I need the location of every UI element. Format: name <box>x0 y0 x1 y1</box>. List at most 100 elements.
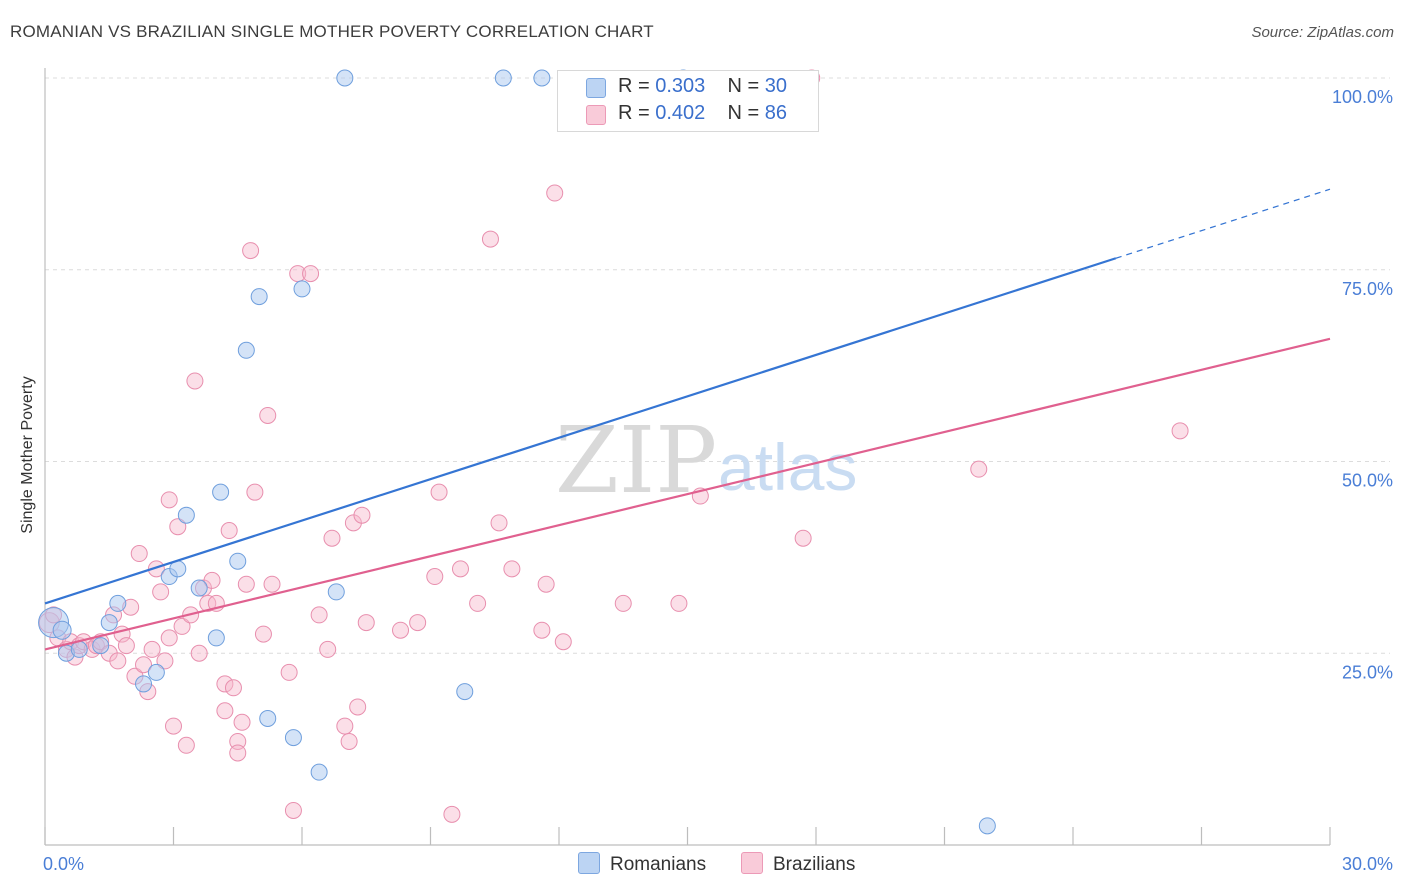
romanians-point <box>229 552 247 570</box>
romanians-point <box>207 629 225 647</box>
brazilians-point <box>143 640 161 658</box>
legend-item-romanians[interactable]: Romanians <box>578 852 706 876</box>
romanians-point <box>293 280 311 298</box>
romanians-point <box>100 614 118 632</box>
romanians-trend-line <box>44 257 1117 605</box>
brazilians-point <box>229 732 247 750</box>
brazilians-point <box>160 491 178 509</box>
brazilians-point <box>1171 422 1189 440</box>
romanians-trend-extension <box>1115 188 1331 259</box>
romanians-legend-label: Romanians <box>610 854 707 875</box>
romanians-point <box>284 729 302 747</box>
axes <box>44 68 1331 846</box>
romanians-point <box>237 341 255 359</box>
brazilians-point <box>357 614 375 632</box>
romanians-r-value: 0.303 <box>655 75 706 97</box>
brazilians-point <box>242 242 260 260</box>
brazilians-point <box>430 483 448 501</box>
brazilians-n-label: N = <box>727 102 760 124</box>
brazilians-point <box>302 265 320 283</box>
romanians-swatch <box>586 78 606 98</box>
romanians-point <box>533 69 551 87</box>
brazilians-point <box>216 702 234 720</box>
watermark-zip: ZIP <box>555 407 717 514</box>
y-tick-label: 50.0% <box>1342 471 1393 491</box>
brazilians-point <box>533 621 551 639</box>
brazilians-point <box>263 575 281 593</box>
brazilians-point <box>130 545 148 563</box>
tick-labels: 25.0% 50.0% 75.0% 100.0% 0.0% 30.0% <box>43 87 1393 874</box>
brazilians-point <box>353 506 371 524</box>
y-tick-label: 100.0% <box>1332 87 1393 107</box>
watermark-atlas: atlas <box>718 430 857 504</box>
brazilians-point <box>177 736 195 754</box>
romanians-point <box>177 506 195 524</box>
brazilians-point <box>156 652 174 670</box>
y-tick-label: 75.0% <box>1342 279 1393 299</box>
source-label: Source: ZipAtlas.com <box>1251 24 1394 41</box>
correlation-legend: R = 0.303 N = 30 R = 0.402 N = 86 <box>557 70 819 132</box>
brazilians-trend-line <box>44 337 1331 651</box>
brazilians-point <box>349 698 367 716</box>
romanians-point <box>92 637 110 655</box>
brazilians-point <box>490 514 508 532</box>
brazilians-point <box>203 571 221 589</box>
brazilians-point <box>254 625 272 643</box>
brazilians-point <box>409 614 427 632</box>
brazilians-legend-label: Brazilians <box>773 854 856 875</box>
romanians-point <box>456 683 474 701</box>
brazilians-r-value: 0.402 <box>655 102 706 124</box>
watermark: ZIP atlas <box>555 407 857 514</box>
brazilians-point <box>186 372 204 390</box>
brazilians-point <box>794 529 812 547</box>
chart-title: ROMANIAN VS BRAZILIAN SINGLE MOTHER POVE… <box>10 22 654 41</box>
brazilians-point <box>340 732 358 750</box>
romanians-point <box>259 709 277 727</box>
brazilians-point <box>310 606 328 624</box>
romanians-point <box>978 817 996 835</box>
brazilians-point <box>216 675 234 693</box>
brazilians-point <box>336 717 354 735</box>
romanians-point <box>212 483 230 501</box>
brazilians-point <box>229 744 247 762</box>
brazilians-point <box>246 483 264 501</box>
x-tick-label: 30.0% <box>1342 854 1393 874</box>
romanians-point <box>70 640 88 658</box>
brazilians-point <box>237 575 255 593</box>
brazilians-point <box>443 805 461 823</box>
brazilians-point <box>173 617 191 635</box>
romanians-point <box>494 69 512 87</box>
romanians-point <box>109 594 127 612</box>
brazilians-point <box>169 518 187 536</box>
x-tick-label: 0.0% <box>43 854 84 874</box>
brazilians-point <box>392 621 410 639</box>
romanians-point <box>147 663 165 681</box>
brazilians-point <box>135 656 153 674</box>
legend-item-brazilians[interactable]: Brazilians <box>741 852 855 876</box>
brazilians-point <box>152 583 170 601</box>
brazilians-point <box>117 637 135 655</box>
brazilians-point <box>537 575 555 593</box>
brazilians-point <box>165 717 182 735</box>
brazilians-n-value: 86 <box>764 102 788 124</box>
brazilians-point <box>481 230 499 248</box>
romanians-n-label: N = <box>727 75 760 97</box>
romanians-point <box>327 583 345 601</box>
brazilians-point <box>199 594 217 612</box>
grid <box>45 77 1390 654</box>
brazilians-point <box>259 406 277 424</box>
brazilians-point <box>220 522 238 540</box>
brazilians-point <box>451 560 469 578</box>
romanians-n-value: 30 <box>764 75 788 97</box>
brazilians-point <box>224 679 242 697</box>
romanians-legend-swatch <box>578 852 600 874</box>
brazilians-point <box>970 460 988 478</box>
brazilians-point <box>284 801 302 819</box>
y-tick-label: 25.0% <box>1342 662 1393 682</box>
trend-lines <box>44 188 1331 651</box>
romanians-point <box>250 288 268 306</box>
brazilians-r-label: R = <box>618 102 650 124</box>
brazilians-point <box>280 663 298 681</box>
romanians-point <box>310 763 328 781</box>
